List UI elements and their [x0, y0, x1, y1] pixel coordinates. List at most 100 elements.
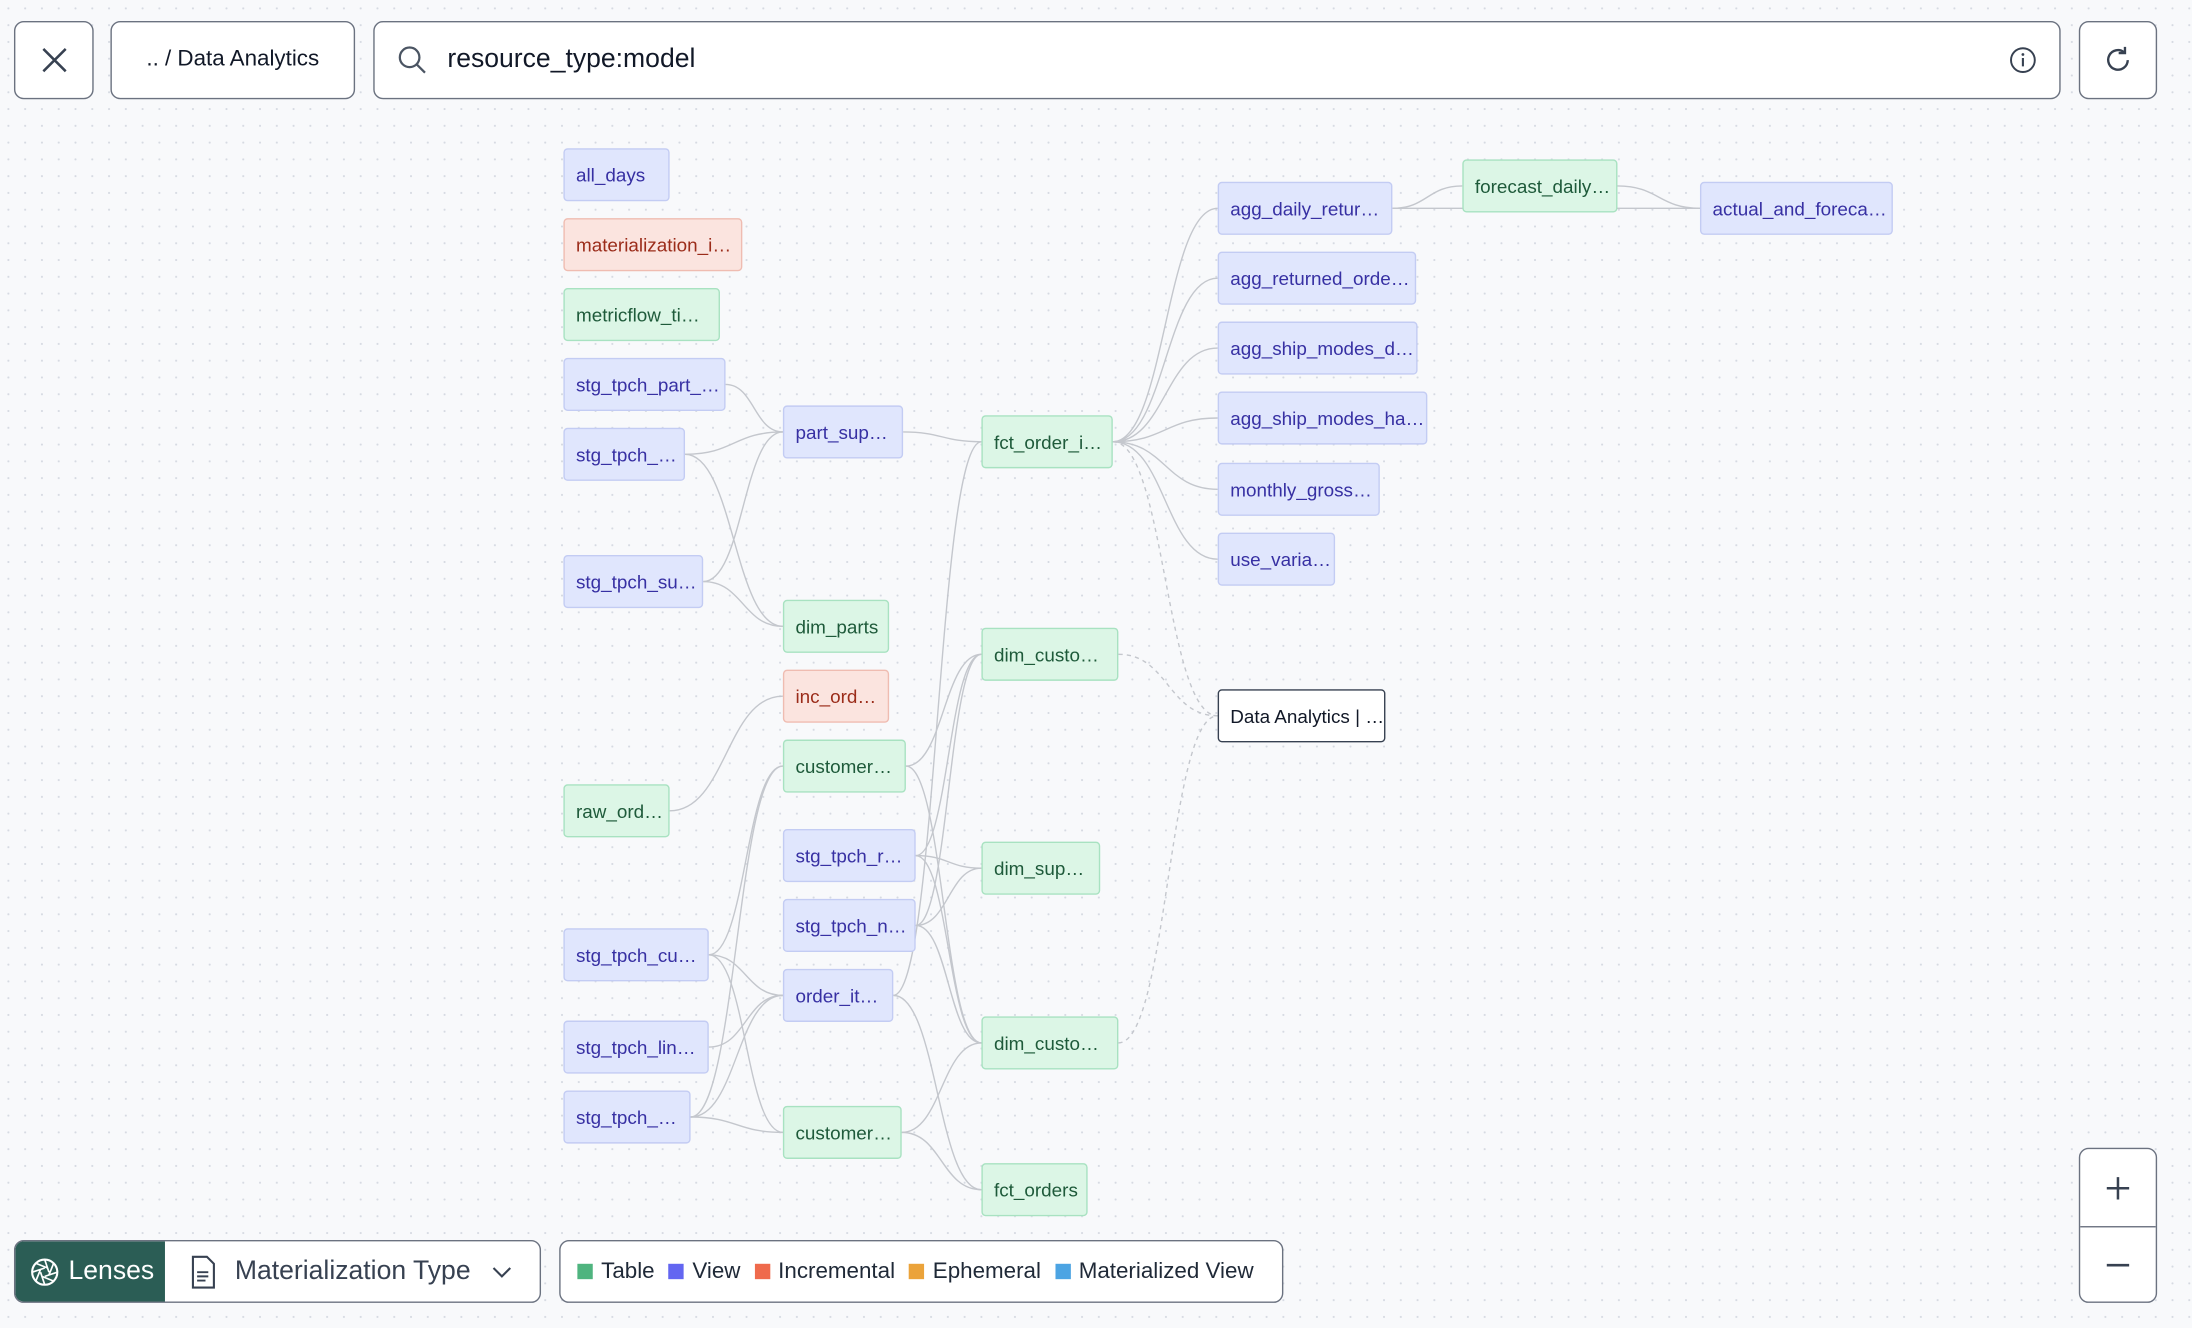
lineage-edge	[708, 765, 783, 956]
lineage-edge	[685, 431, 783, 456]
lenses-control: Lenses Materialization Type	[13, 1240, 542, 1303]
lenses-button[interactable]: Lenses	[15, 1241, 165, 1302]
lineage-node[interactable]: stg_tpch_su…	[563, 555, 704, 609]
close-button[interactable]	[13, 20, 94, 100]
lineage-node[interactable]: raw_ord…	[563, 784, 670, 838]
lineage-edge	[915, 867, 982, 927]
lineage-node[interactable]: stg_tpch_n…	[782, 898, 916, 953]
legend-swatch	[1054, 1263, 1071, 1280]
lineage-node[interactable]: dim_custo…	[981, 1016, 1119, 1070]
search-value: resource_type:model	[447, 44, 696, 75]
lineage-node[interactable]: stg_tpch_r…	[782, 829, 916, 883]
lineage-node[interactable]: order_it…	[782, 968, 894, 1022]
lineage-node[interactable]: Data Analytics | …	[1217, 689, 1386, 743]
close-icon	[41, 48, 66, 73]
lineage-edge	[669, 695, 783, 812]
refresh-button[interactable]	[2078, 20, 2158, 100]
lineage-node[interactable]: forecast_daily…	[1462, 159, 1618, 213]
lineage-edge	[915, 854, 982, 1044]
lineage-node[interactable]: materialization_i…	[563, 218, 743, 272]
lineage-node[interactable]: stg_tpch_lin…	[563, 1020, 709, 1074]
zoom-controls	[2078, 1147, 2158, 1303]
refresh-icon	[2107, 46, 2129, 71]
lineage-node[interactable]: agg_daily_retur…	[1217, 181, 1393, 235]
lens-select-value: Materialization Type	[234, 1256, 471, 1286]
lineage-edge	[708, 954, 783, 997]
lineage-edge	[1112, 277, 1218, 443]
lineage-node[interactable]: customer…	[782, 1105, 902, 1159]
lineage-edge	[915, 924, 982, 1044]
legend: Table View Incremental Ephemeral Materialize…	[559, 1240, 1284, 1303]
lineage-edge	[690, 765, 783, 1118]
lineage-edge	[901, 1131, 982, 1191]
search-input[interactable]: resource_type:model	[373, 20, 2061, 100]
lineage-node[interactable]: stg_tpch_…	[563, 427, 686, 481]
lineage-node[interactable]: monthly_gross…	[1217, 462, 1380, 516]
lineage-node[interactable]: agg_returned_orde…	[1217, 251, 1417, 305]
lineage-node[interactable]: part_sup…	[782, 405, 904, 459]
document-icon	[191, 1255, 215, 1288]
lineage-edge	[1118, 715, 1218, 1044]
legend-label: Ephemeral	[932, 1258, 1041, 1283]
lineage-edge	[893, 994, 982, 1191]
legend-label: Materialized View	[1078, 1258, 1254, 1283]
lineage-edge	[1617, 185, 1700, 210]
lineage-edge	[690, 994, 783, 1118]
lineage-edge	[1112, 441, 1218, 717]
lineage-node[interactable]: inc_ord…	[782, 669, 890, 723]
lineage-node[interactable]: metricflow_ti…	[563, 287, 720, 342]
lineage-node[interactable]: fct_order_i…	[981, 415, 1113, 469]
lineage-edge	[708, 994, 783, 1048]
legend-item-view: View	[668, 1258, 741, 1284]
lineage-edge	[915, 653, 982, 857]
legend-swatch	[668, 1263, 684, 1280]
lineage-edge	[915, 854, 982, 869]
lineage-node[interactable]: agg_ship_modes_d…	[1217, 321, 1418, 375]
lineage-edge	[1112, 347, 1218, 443]
legend-swatch	[909, 1263, 925, 1280]
lineage-edge	[903, 431, 982, 443]
lineage-edge	[703, 580, 783, 628]
zoom-out-button[interactable]	[2080, 1227, 2155, 1301]
legend-swatch	[577, 1263, 593, 1280]
lineage-edge	[1112, 441, 1218, 490]
lineage-edge	[901, 1042, 982, 1134]
lineage-edge	[690, 1116, 783, 1134]
lineage-node[interactable]: use_varia…	[1217, 532, 1336, 586]
lineage-edge	[725, 383, 783, 433]
lineage-node[interactable]: customer…	[782, 739, 906, 793]
lineage-edge	[708, 954, 783, 1134]
legend-label: Incremental	[778, 1258, 896, 1283]
breadcrumb[interactable]: .. / Data Analytics	[110, 20, 356, 100]
lineage-node[interactable]: stg_tpch_part_…	[563, 357, 726, 412]
lineage-node[interactable]: dim_custo…	[981, 627, 1119, 681]
breadcrumb-text: .. / Data Analytics	[146, 47, 320, 72]
legend-label: View	[692, 1258, 741, 1283]
lineage-node[interactable]: fct_orders	[981, 1163, 1088, 1217]
lineage-edge	[1112, 417, 1218, 443]
info-icon[interactable]	[2009, 46, 2037, 74]
lineage-edge	[685, 453, 783, 628]
lineage-edge	[1112, 441, 1218, 560]
lineage-node[interactable]: dim_parts	[782, 599, 890, 653]
lineage-node[interactable]: all_days	[563, 148, 670, 202]
lineage-node[interactable]: agg_ship_modes_ha…	[1217, 391, 1428, 445]
lineage-edge	[1118, 653, 1218, 717]
legend-item-table: Table	[577, 1259, 655, 1284]
lineage-node[interactable]: stg_tpch_cu…	[563, 928, 709, 982]
lenses-label: Lenses	[68, 1256, 155, 1286]
lineage-node[interactable]: actual_and_foreca…	[1699, 181, 1893, 235]
lineage-node[interactable]: dim_sup…	[981, 841, 1101, 895]
lineage-edge	[1392, 185, 1463, 210]
legend-item-materialized-view: Materialized View	[1054, 1258, 1254, 1284]
lineage-node[interactable]: stg_tpch_…	[563, 1090, 691, 1144]
chevron-down-icon	[492, 1266, 512, 1278]
legend-swatch	[754, 1263, 770, 1280]
zoom-in-button[interactable]	[2080, 1149, 2156, 1228]
lens-select[interactable]: Materialization Type	[165, 1241, 540, 1301]
lineage-edge	[905, 653, 982, 767]
plus-icon	[2106, 1176, 2130, 1199]
lineage-edge	[1112, 207, 1218, 443]
